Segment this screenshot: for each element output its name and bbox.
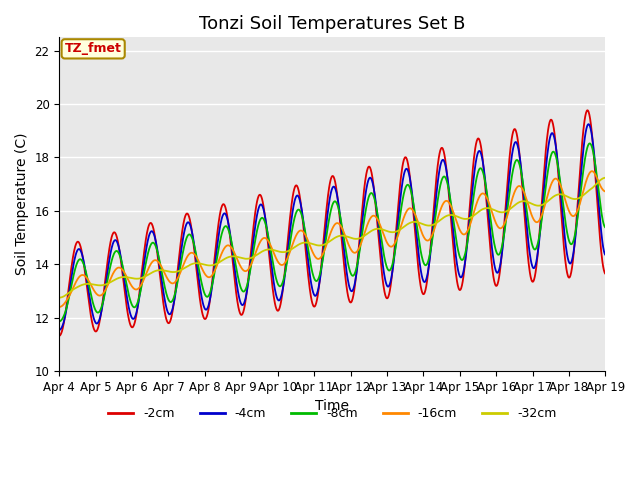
-8cm xyxy=(488,229,496,235)
Line: -2cm: -2cm xyxy=(60,110,605,336)
-16cm xyxy=(238,265,246,271)
-8cm xyxy=(537,226,545,232)
-8cm xyxy=(417,250,425,255)
-2cm xyxy=(417,285,425,290)
-32cm xyxy=(56,295,63,300)
-32cm xyxy=(164,268,172,274)
-8cm xyxy=(56,318,63,324)
-16cm xyxy=(588,168,596,174)
-4cm xyxy=(537,225,545,231)
Y-axis label: Soil Temperature (C): Soil Temperature (C) xyxy=(15,133,29,276)
-32cm xyxy=(417,220,425,226)
-4cm xyxy=(164,308,172,314)
-32cm xyxy=(488,206,496,212)
-32cm xyxy=(537,203,545,208)
X-axis label: Time: Time xyxy=(316,399,349,413)
-4cm xyxy=(238,302,246,308)
-8cm xyxy=(238,287,246,293)
-4cm xyxy=(177,252,184,257)
-8cm xyxy=(602,225,609,230)
-2cm xyxy=(56,333,63,338)
-8cm xyxy=(164,294,172,300)
Legend: -2cm, -4cm, -8cm, -16cm, -32cm: -2cm, -4cm, -8cm, -16cm, -32cm xyxy=(103,402,561,425)
-16cm xyxy=(177,269,184,275)
-2cm xyxy=(238,312,246,318)
Line: -4cm: -4cm xyxy=(60,124,605,330)
-32cm xyxy=(177,267,184,273)
-8cm xyxy=(177,262,184,267)
-2cm xyxy=(584,108,591,113)
-4cm xyxy=(488,248,496,253)
-16cm xyxy=(602,189,609,194)
-2cm xyxy=(602,271,609,276)
Text: TZ_fmet: TZ_fmet xyxy=(65,42,122,55)
-4cm xyxy=(585,121,593,127)
-16cm xyxy=(488,210,496,216)
-32cm xyxy=(238,255,246,261)
Title: Tonzi Soil Temperatures Set B: Tonzi Soil Temperatures Set B xyxy=(199,15,465,33)
-2cm xyxy=(177,240,184,246)
-4cm xyxy=(56,327,63,333)
Line: -32cm: -32cm xyxy=(60,178,605,298)
-16cm xyxy=(56,304,63,310)
-16cm xyxy=(164,276,172,281)
-2cm xyxy=(537,217,545,223)
-8cm xyxy=(586,141,594,146)
-4cm xyxy=(417,268,425,274)
-16cm xyxy=(537,216,545,221)
-32cm xyxy=(602,175,609,180)
-4cm xyxy=(602,252,609,258)
-16cm xyxy=(417,228,425,233)
-2cm xyxy=(488,265,496,271)
-2cm xyxy=(164,319,172,325)
Line: -16cm: -16cm xyxy=(60,171,605,307)
Line: -8cm: -8cm xyxy=(60,144,605,321)
